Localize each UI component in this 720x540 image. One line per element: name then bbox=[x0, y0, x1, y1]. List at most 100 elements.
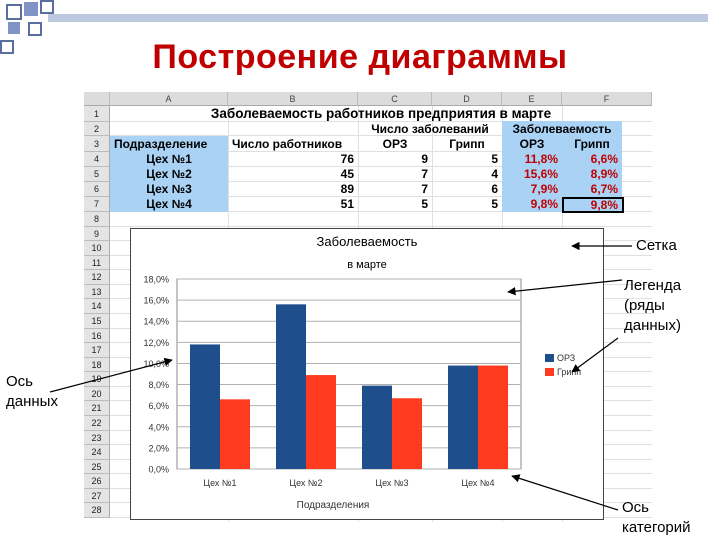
row-header-9[interactable]: 9 bbox=[84, 226, 110, 242]
corner-cell[interactable] bbox=[84, 92, 110, 106]
row-header-10[interactable]: 10 bbox=[84, 241, 110, 256]
header-workers[interactable]: Число работников bbox=[232, 137, 343, 151]
cell-orz-pct[interactable]: 9,8% bbox=[530, 197, 558, 211]
x-tick-label: Цех №2 bbox=[289, 478, 322, 488]
cell-flu[interactable]: 5 bbox=[491, 197, 498, 211]
header-bar bbox=[48, 14, 708, 22]
y-tick-label: 8,0% bbox=[148, 380, 169, 390]
row-header-28[interactable]: 28 bbox=[84, 503, 110, 518]
label-legend-line2: (ряды bbox=[624, 297, 665, 314]
cell-workers[interactable]: 76 bbox=[340, 152, 354, 166]
row-header-1[interactable]: 1 bbox=[84, 106, 110, 122]
header-sick-count[interactable]: Число заболеваний bbox=[371, 122, 489, 136]
column-header-b[interactable]: B bbox=[228, 92, 358, 106]
label-data-axis-line1: Ось bbox=[6, 373, 33, 390]
column-header-f[interactable]: F bbox=[562, 92, 652, 106]
chart-object[interactable]: 0,0% 2,0% 4,0% 6,0% 8,0% 10,0% 12,0% 14,0% 16,0%… bbox=[130, 228, 604, 520]
column-header-a[interactable]: A bbox=[110, 92, 228, 106]
y-tick-label: 10,0% bbox=[143, 359, 169, 369]
cell-orz-pct[interactable]: 7,9% bbox=[530, 182, 558, 196]
table-fill bbox=[110, 136, 228, 212]
row-header-11[interactable]: 11 bbox=[84, 255, 110, 271]
row-header-21[interactable]: 21 bbox=[84, 401, 110, 416]
row-header-16[interactable]: 16 bbox=[84, 328, 110, 344]
header-division[interactable]: Подразделение bbox=[114, 137, 208, 151]
cell-orz[interactable]: 9 bbox=[421, 152, 428, 166]
cell-orz[interactable]: 5 bbox=[421, 197, 428, 211]
cell-division[interactable]: Цех №2 bbox=[146, 167, 192, 181]
label-category-axis: Ось категорий bbox=[622, 498, 691, 538]
cell-orz-pct[interactable]: 11,8% bbox=[524, 152, 558, 166]
cell-orz[interactable]: 7 bbox=[421, 182, 428, 196]
cell-flu[interactable]: 5 bbox=[491, 152, 498, 166]
cell-division[interactable]: Цех №3 bbox=[146, 182, 192, 196]
header-flu-pct[interactable]: Грипп bbox=[574, 137, 610, 151]
y-tick-label: 18,0% bbox=[143, 275, 169, 285]
row-header-19[interactable]: 19 bbox=[84, 372, 110, 387]
header-orz-pct[interactable]: ОРЗ bbox=[519, 137, 545, 151]
header-morbidity[interactable]: Заболеваемость bbox=[512, 122, 612, 136]
label-category-axis-line1: Ось bbox=[622, 499, 649, 516]
sheet-title[interactable]: Заболеваемость работников предприятия в … bbox=[210, 106, 552, 121]
cell-workers[interactable]: 51 bbox=[340, 197, 354, 211]
label-category-axis-line2: категорий bbox=[622, 519, 691, 536]
bar-flu bbox=[392, 398, 422, 469]
cell-orz-pct[interactable]: 15,6% bbox=[523, 167, 558, 181]
cell-division[interactable]: Цех №1 bbox=[146, 152, 192, 166]
row-header-12[interactable]: 12 bbox=[84, 270, 110, 285]
chart-subtitle: в марте bbox=[347, 259, 387, 271]
cell-division[interactable]: Цех №4 bbox=[146, 197, 192, 211]
legend-label: ОРЗ bbox=[557, 353, 575, 363]
column-header-d[interactable]: D bbox=[432, 92, 502, 106]
cell-orz[interactable]: 7 bbox=[421, 167, 428, 181]
row-header-15[interactable]: 15 bbox=[84, 313, 110, 329]
label-legend: Легенда (ряды данных) bbox=[624, 276, 681, 336]
row-header-20[interactable]: 20 bbox=[84, 386, 110, 402]
row-header-4[interactable]: 4 bbox=[84, 152, 110, 167]
cell-flu-pct[interactable]: 8,9% bbox=[590, 167, 618, 181]
row-header-22[interactable]: 22 bbox=[84, 415, 110, 431]
label-grid: Сетка bbox=[636, 237, 677, 254]
header-orz[interactable]: ОРЗ bbox=[382, 137, 408, 151]
row-header-5[interactable]: 5 bbox=[84, 167, 110, 182]
slide-title: Построение диаграммы bbox=[152, 38, 568, 76]
chart-xlabel: Подразделения bbox=[297, 500, 370, 511]
bar-orz bbox=[276, 304, 306, 469]
chart-svg: 0,0% 2,0% 4,0% 6,0% 8,0% 10,0% 12,0% 14,0% 16,0%… bbox=[143, 234, 581, 511]
row-header-27[interactable]: 27 bbox=[84, 488, 110, 504]
cell-flu[interactable]: 6 bbox=[491, 182, 498, 196]
x-tick-label: Цех №4 bbox=[461, 478, 494, 488]
column-header-c[interactable]: C bbox=[358, 92, 432, 106]
x-tick-label: Цех №1 bbox=[203, 478, 236, 488]
row-header-13[interactable]: 13 bbox=[84, 284, 110, 300]
row-header-17[interactable]: 17 bbox=[84, 343, 110, 358]
row-header-24[interactable]: 24 bbox=[84, 445, 110, 460]
legend-label: Грипп bbox=[557, 367, 581, 377]
row-header-23[interactable]: 23 bbox=[84, 430, 110, 446]
row-header-2[interactable]: 2 bbox=[84, 122, 110, 136]
cell-flu-pct-selected[interactable]: 9,8% bbox=[562, 197, 624, 213]
y-tick-label: 14,0% bbox=[143, 317, 169, 327]
y-tick-label: 12,0% bbox=[143, 338, 169, 348]
cell-flu[interactable]: 4 bbox=[491, 167, 498, 181]
label-legend-line1: Легенда bbox=[624, 277, 682, 294]
row-header-6[interactable]: 6 bbox=[84, 182, 110, 197]
label-data-axis: Ось данных bbox=[6, 372, 58, 412]
label-data-axis-line2: данных bbox=[6, 393, 58, 410]
row-header-8[interactable]: 8 bbox=[84, 212, 110, 227]
row-header-18[interactable]: 18 bbox=[84, 357, 110, 373]
cell-flu-pct[interactable]: 6,6% bbox=[590, 152, 618, 166]
cell-flu-pct[interactable]: 6,7% bbox=[590, 182, 618, 196]
column-header-e[interactable]: E bbox=[502, 92, 562, 106]
chart-title: Заболеваемость bbox=[317, 234, 418, 249]
row-header-26[interactable]: 26 bbox=[84, 474, 110, 489]
row-header-14[interactable]: 14 bbox=[84, 299, 110, 314]
cell-workers[interactable]: 45 bbox=[340, 167, 354, 181]
row-header-25[interactable]: 25 bbox=[84, 459, 110, 475]
row-header-7[interactable]: 7 bbox=[84, 197, 110, 212]
cell-workers[interactable]: 89 bbox=[340, 182, 354, 196]
row-header-3[interactable]: 3 bbox=[84, 136, 110, 152]
bar-flu bbox=[306, 375, 336, 469]
bar-orz bbox=[362, 385, 392, 469]
header-flu[interactable]: Грипп bbox=[449, 137, 485, 151]
